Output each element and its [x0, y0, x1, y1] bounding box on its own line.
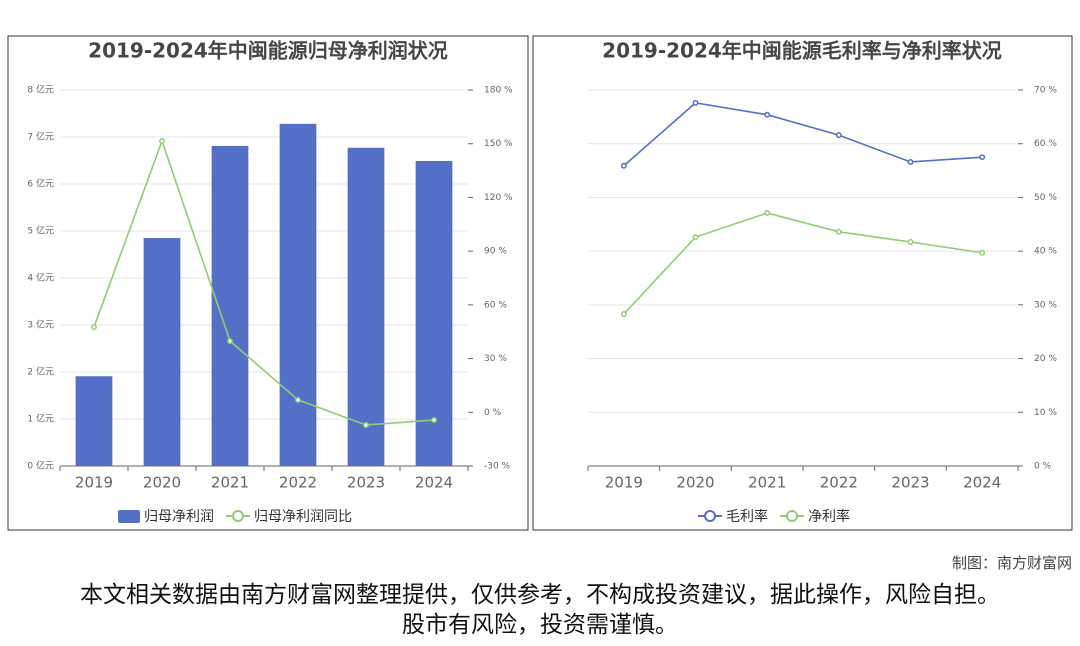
y-tick-label: 4 亿元	[27, 272, 54, 284]
x-tick-label: 2021	[748, 474, 786, 492]
point	[764, 210, 771, 216]
x-tick-label: 2019	[75, 474, 113, 492]
point	[159, 138, 165, 144]
x-tick-label: 2020	[143, 474, 181, 492]
point	[979, 154, 986, 161]
x-tick-label: 2019	[605, 474, 643, 492]
y-tick-label: 3 亿元	[27, 319, 54, 331]
y2-tick-label: 0 %	[484, 408, 502, 418]
x-tick-label: 2023	[347, 474, 385, 492]
x-tick-label: 2022	[820, 474, 858, 492]
line	[623, 212, 983, 315]
y2-tick-label: 70 %	[1034, 86, 1057, 96]
disclaimer: 本文相关数据由南方财富网整理提供，仅供参考，不构成投资建议，据此操作，风险自担。…	[80, 582, 1000, 638]
point	[620, 162, 627, 169]
point	[764, 111, 771, 118]
legend-swatch	[704, 510, 716, 522]
credit: 制图：南方财富网	[951, 554, 1072, 572]
point	[692, 99, 699, 106]
y2-tick-label: 10 %	[1034, 408, 1057, 418]
point	[620, 311, 627, 317]
bar	[415, 160, 453, 466]
chart-title: 2019-2024年中闽能源归母净利润状况	[88, 39, 448, 63]
point	[91, 324, 97, 331]
legend-swatch	[232, 510, 244, 522]
bar	[75, 376, 113, 466]
y-tick-label: 8 亿元	[27, 84, 54, 96]
point	[692, 234, 699, 241]
y2-tick-label: 30 %	[1034, 300, 1057, 310]
legend-swatch	[118, 510, 140, 523]
bar	[347, 147, 385, 466]
point	[363, 422, 369, 428]
legend-label: 归母净利润	[144, 508, 214, 525]
point	[295, 396, 301, 403]
x-tick-label: 2020	[676, 474, 714, 492]
y2-tick-label: 40 %	[1034, 247, 1057, 257]
x-tick-label: 2022	[279, 474, 317, 492]
y2-tick-label: 0 %	[1034, 462, 1052, 472]
y2-tick-label: 90 %	[484, 247, 507, 257]
point	[979, 249, 986, 256]
bar	[143, 238, 181, 466]
line	[93, 138, 435, 426]
legend-swatch	[786, 510, 798, 522]
point	[835, 228, 842, 235]
y2-tick-label: 60 %	[1034, 139, 1057, 149]
y-tick-label: 1 亿元	[27, 413, 54, 425]
legend-label: 归母净利润同比	[254, 508, 352, 525]
point	[907, 239, 914, 245]
legend-label: 净利率	[808, 508, 850, 525]
panel-frame	[532, 35, 1073, 531]
panel-frame	[7, 35, 529, 531]
y-tick-label: 2 亿元	[27, 366, 54, 378]
x-tick-label: 2021	[211, 474, 249, 492]
y-tick-label: 0 亿元	[27, 460, 54, 472]
y2-tick-label: 50 %	[1034, 193, 1057, 203]
y2-tick-label: 150 %	[484, 139, 513, 149]
y2-tick-label: -30 %	[484, 462, 511, 472]
legend-label: 毛利率	[726, 508, 768, 525]
point	[835, 132, 842, 139]
y2-tick-label: 60 %	[484, 300, 507, 310]
bar	[279, 123, 317, 466]
y-tick-label: 7 亿元	[27, 131, 54, 143]
line	[623, 102, 983, 167]
y-tick-label: 5 亿元	[27, 225, 54, 237]
point	[431, 417, 437, 423]
point	[227, 338, 233, 344]
y2-tick-label: 120 %	[484, 193, 513, 203]
x-tick-label: 2023	[891, 474, 929, 492]
x-tick-label: 2024	[963, 474, 1001, 492]
x-tick-label: 2024	[415, 474, 453, 492]
y2-tick-label: 20 %	[1034, 354, 1057, 364]
y-tick-label: 6 亿元	[27, 178, 54, 190]
chart-title: 2019-2024年中闽能源毛利率与净利率状况	[602, 39, 1002, 63]
point	[907, 159, 914, 165]
y2-tick-label: 30 %	[484, 354, 507, 364]
y2-tick-label: 180 %	[484, 86, 513, 96]
bar	[211, 145, 249, 466]
